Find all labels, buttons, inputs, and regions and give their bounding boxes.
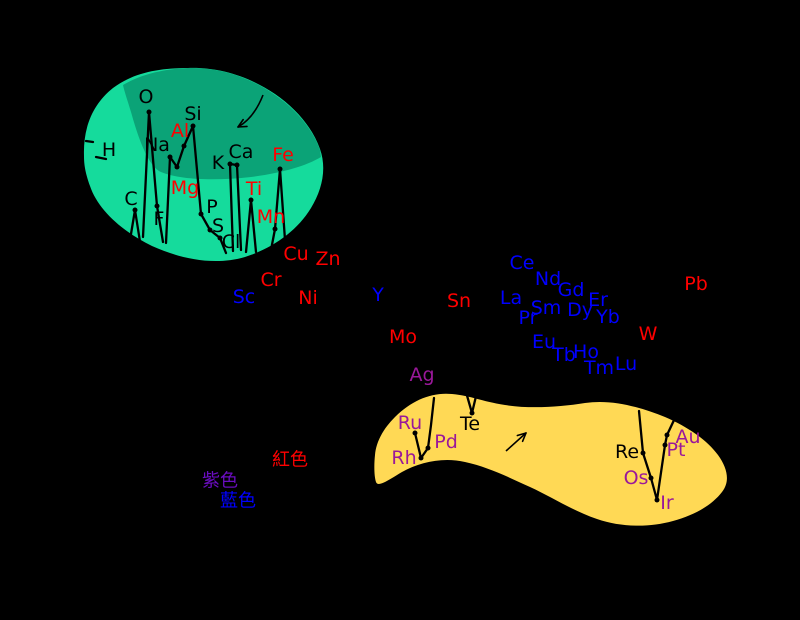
data-point-Te [469,410,475,416]
element-label-Ho: Ho [573,341,599,363]
data-point-C [132,207,138,213]
element-label-Nd: Nd [535,268,561,290]
data-line-h-tick-lower [94,155,108,161]
data-point-Pt [662,442,668,448]
element-label-Te: Te [459,413,480,435]
data-point-O [146,109,152,115]
element-label-Cu: Cu [283,243,308,265]
data-line-oxygen-spike [141,110,165,244]
element-label-Si: Si [184,103,201,125]
element-label-Tm: Tm [583,357,614,379]
element-label-Zn: Zn [315,248,340,270]
element-label-Eu: Eu [532,331,556,353]
element-label-Pd: Pd [434,431,458,453]
data-point-Na [167,154,173,160]
element-label-Au: Au [675,426,700,448]
data-line-mn-fe-spike [269,167,287,252]
element-label-Ir: Ir [660,492,674,514]
data-point-K [227,161,233,167]
arrow-in-yellow-region-head-0 [516,432,527,437]
data-point-Ca [234,162,240,168]
arrow-into-green-region [237,94,264,128]
element-label-Rh: Rh [391,447,416,469]
element-label-Tb: Tb [551,344,576,366]
element-label-Sc: Sc [233,286,256,308]
element-label-Mn: Mn [257,206,285,228]
element-label-K: K [212,152,225,174]
element-label-Sn: Sn [447,290,471,312]
element-label-La: La [500,287,522,309]
legend-color-word-violet: 紫色 [202,471,238,492]
element-label-Cr: Cr [260,269,281,291]
element-label-C: C [124,188,137,210]
data-point-Au [664,432,670,438]
data-line-h-tick-upper [84,139,95,144]
element-label-Al: Al [171,120,189,142]
element-label-Yb: Yb [595,306,620,328]
element-label-Er: Er [588,289,608,311]
data-point-P [198,211,204,217]
element-label-S: S [212,215,224,237]
element-label-Re: Re [615,441,639,463]
element-label-Os: Os [624,467,649,489]
data-point-Ti [248,197,254,203]
element-label-Na: Na [144,134,170,156]
data-point-Re [640,450,646,456]
data-point-Ru [412,430,418,436]
element-label-Ag: Ag [409,364,434,386]
element-label-Ti: Ti [245,178,262,200]
data-point-S [207,227,213,233]
element-label-Sm: Sm [531,297,562,319]
element-label-Ni: Ni [298,287,318,309]
data-point-Ir [654,497,660,503]
element-label-Ru: Ru [398,412,422,434]
rock-forming-elements-region-dark [123,68,321,180]
data-point-Rh [418,455,424,461]
data-point-Pd [425,445,431,451]
data-point-Al [181,143,187,149]
legend-color-word-red: 紅色 [272,450,308,471]
element-label-F: F [154,208,165,230]
arrow-in-yellow-region-head-1 [521,432,527,443]
element-label-Dy: Dy [567,299,593,321]
element-label-Y: Y [371,284,384,306]
arrow-in-yellow-region [505,432,527,452]
data-point-Fe [277,166,283,172]
element-label-P: P [206,196,217,218]
element-label-Mo: Mo [389,326,417,348]
element-label-Ca: Ca [229,141,254,163]
element-label-H: H [102,139,116,161]
element-label-Pr: Pr [519,307,538,329]
element-label-Gd: Gd [558,279,585,301]
data-point-Os [648,475,654,481]
element-label-Pb: Pb [684,273,708,295]
data-point-Mg [174,164,180,170]
element-label-Fe: Fe [272,144,294,166]
element-label-Ce: Ce [510,252,535,274]
element-label-W: W [639,323,658,345]
data-point-Mn [272,226,278,232]
legend-color-word-blue: 藍色 [220,491,256,512]
rarest-metals-region [374,393,727,526]
element-label-Pt: Pt [667,439,686,461]
element-label-Lu: Lu [615,353,637,375]
element-label-Cl: Cl [222,231,241,253]
data-point-Si [190,123,196,129]
arrow-into-green-region-head-0 [237,125,248,128]
data-point-F [154,203,160,209]
element-label-Mg: Mg [171,177,199,199]
arrow-into-green-region-head-1 [237,118,244,128]
data-line-k-ca-run [228,162,243,253]
element-label-O: O [139,86,154,108]
data-point-Cl [217,235,223,241]
